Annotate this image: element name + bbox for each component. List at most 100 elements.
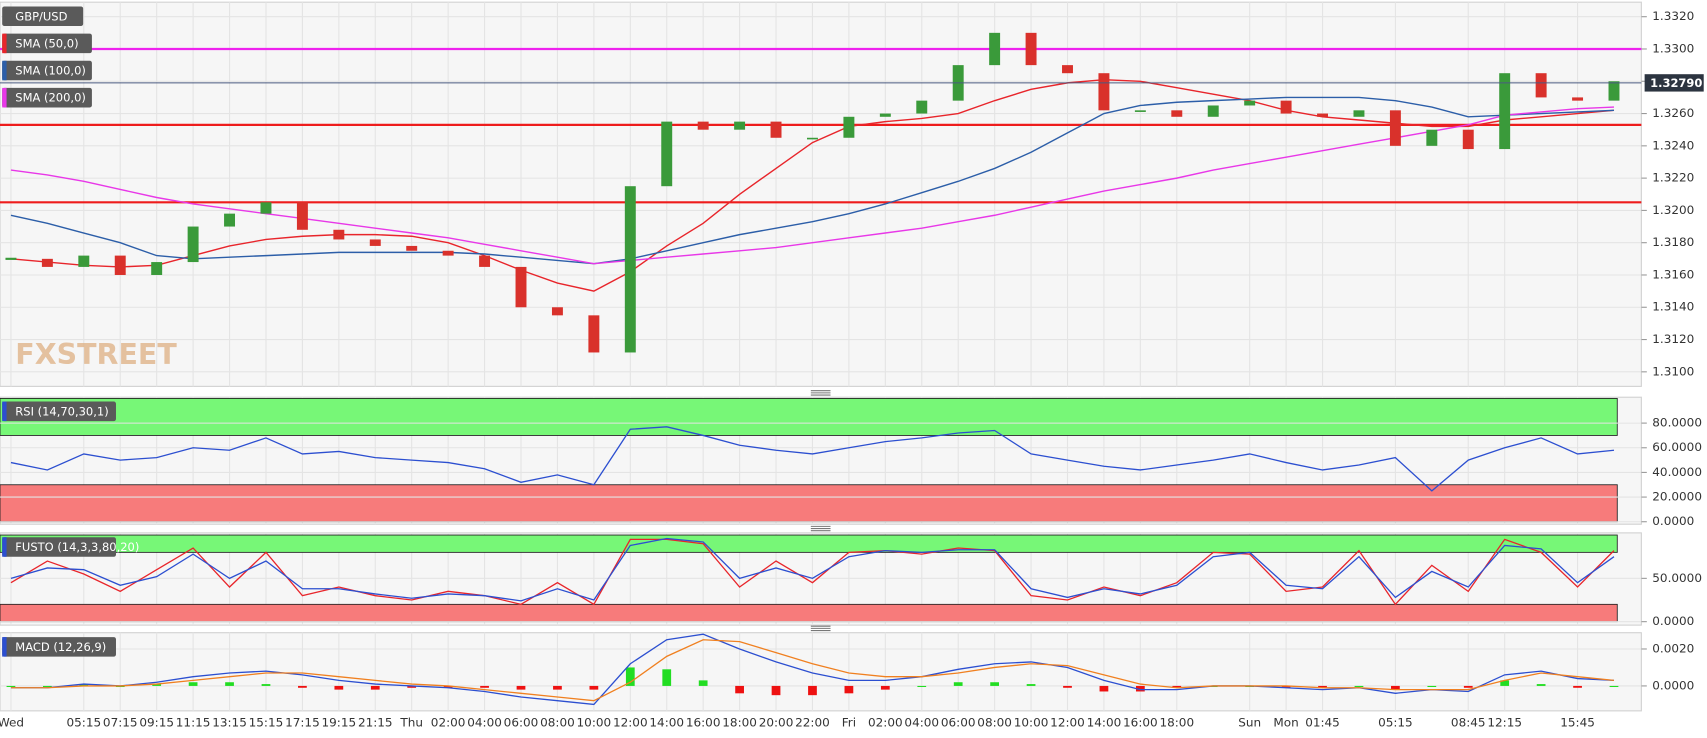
x-tick-label: 10:00: [1014, 715, 1049, 729]
candle: [1462, 129, 1474, 150]
legend-label: SMA (200,0): [15, 91, 86, 105]
histogram-bar: [1609, 685, 1619, 688]
x-tick-label: 04:00: [904, 715, 939, 729]
histogram-bar: [1500, 680, 1510, 686]
last-price-box: [1644, 74, 1704, 92]
histogram-bar: [771, 685, 781, 696]
y-tick-label: 0.0000: [1652, 514, 1694, 528]
candle: [224, 213, 236, 227]
x-tick-label: 02:00: [431, 715, 466, 729]
x-tick-label: 06:00: [504, 715, 539, 729]
candle: [151, 262, 163, 275]
x-tick-label: 09:15: [139, 715, 174, 729]
legend-label: MACD (12,26,9): [15, 640, 106, 654]
histogram-bar: [1463, 685, 1473, 688]
legend-swatch: [2, 637, 7, 657]
x-tick-label: 07:15: [103, 715, 138, 729]
x-tick-label: 16:00: [686, 715, 721, 729]
candle: [1317, 113, 1328, 117]
histogram-bar: [1281, 685, 1291, 688]
histogram-bar: [516, 685, 526, 690]
x-tick-label: 05:15: [1378, 715, 1413, 729]
panel-handle: [810, 525, 831, 532]
histogram-bar: [152, 684, 162, 686]
indicator-line: [10, 537, 1615, 602]
candle: [515, 266, 527, 308]
y-tick-label: 50.0000: [1652, 571, 1702, 585]
x-tick-label: 06:00: [941, 715, 976, 729]
y-tick-label: 40.0000: [1652, 465, 1702, 479]
histogram-bar: [1573, 685, 1582, 688]
candle: [1389, 110, 1401, 146]
y-tick-label: 1.3240: [1652, 138, 1694, 152]
histogram-bar: [917, 685, 927, 688]
candle: [806, 137, 818, 140]
indicator-line: [10, 639, 1615, 702]
x-tick-label: 15:15: [249, 715, 284, 729]
x-tick-label: Mon: [1273, 715, 1298, 729]
candle: [697, 121, 709, 130]
x-tick-label: 20:00: [759, 715, 794, 729]
x-tick-label: 11:15: [176, 715, 211, 729]
x-tick-label: 21:15: [358, 715, 393, 729]
histogram-bar: [1135, 685, 1145, 692]
histogram-bar: [1427, 685, 1437, 688]
histogram-bar: [42, 685, 52, 688]
y-tick-label: 1.3260: [1652, 106, 1694, 120]
y-tick-label: 0.0000: [1652, 678, 1694, 692]
candle: [1499, 73, 1511, 150]
candle: [442, 250, 454, 256]
y-tick-label: 1.3140: [1652, 300, 1694, 314]
x-tick-label: Thu: [399, 715, 423, 729]
y-tick-label: 1.3180: [1652, 235, 1694, 249]
x-tick-label: 12:00: [1050, 715, 1085, 729]
histogram-bar: [79, 684, 89, 686]
x-tick-label: 12:15: [1487, 715, 1522, 729]
legend-swatch: [2, 537, 7, 557]
histogram-bar: [188, 682, 198, 686]
candle: [406, 245, 418, 251]
sma-line: [10, 78, 1615, 292]
legend-label: SMA (50,0): [15, 36, 78, 50]
candle: [187, 226, 199, 263]
histogram-bar: [1536, 684, 1546, 686]
legend-box: [2, 60, 92, 81]
x-tick-label: 18:00: [1159, 715, 1194, 729]
indicator-line: [10, 426, 1615, 492]
x-tick-label: Sun: [1238, 715, 1261, 729]
histogram-bar: [261, 684, 271, 686]
x-tick-label: Wed: [0, 715, 24, 729]
histogram-bar: [298, 685, 307, 688]
candle: [1426, 129, 1438, 146]
histogram-bar: [990, 682, 1000, 686]
x-tick-label: 19:15: [322, 715, 357, 729]
legend-swatch: [2, 60, 7, 81]
histogram-bar: [1354, 685, 1364, 688]
legend-box: [2, 33, 92, 54]
histogram-bar: [480, 685, 489, 688]
x-tick-label: 08:45: [1451, 715, 1486, 729]
candle: [260, 202, 272, 214]
legend-box: [2, 537, 116, 557]
histogram-bar: [443, 685, 453, 688]
candle: [1353, 110, 1365, 117]
histogram-bar: [1026, 684, 1036, 686]
histogram-bar: [880, 685, 890, 690]
histogram-bar: [370, 685, 380, 690]
legend-box: [2, 6, 84, 27]
watermark: FXSTREET: [15, 338, 177, 371]
histogram-bar: [1099, 685, 1109, 692]
x-tick-label: 15:45: [1560, 715, 1595, 729]
legend-swatch: [2, 401, 7, 422]
x-tick-label: 13:15: [212, 715, 247, 729]
candle: [1098, 73, 1110, 111]
legend-label: RSI (14,70,30,1): [15, 404, 108, 418]
histogram-bar: [625, 667, 635, 686]
candle: [734, 121, 746, 130]
sma-line: [10, 106, 1615, 265]
y-tick-label: 60.0000: [1652, 440, 1702, 454]
candle: [916, 100, 928, 114]
panel-handle: [810, 625, 831, 632]
candle: [296, 202, 308, 230]
